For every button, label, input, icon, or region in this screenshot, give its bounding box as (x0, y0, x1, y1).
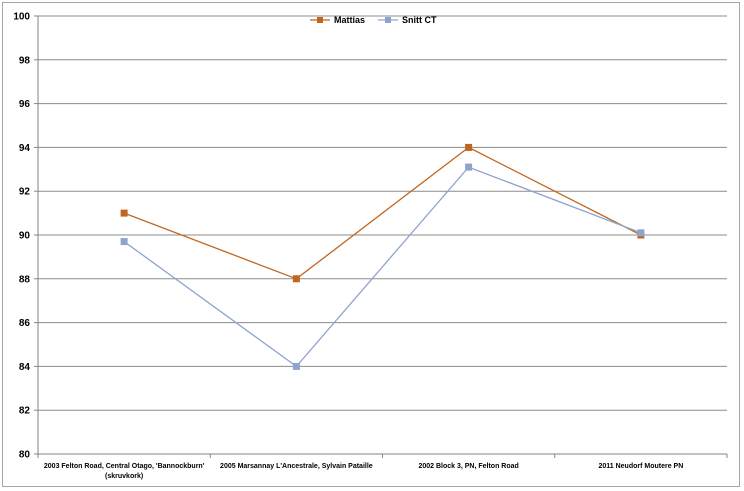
legend-label: Snitt CT (402, 15, 437, 25)
y-tick-label: 84 (19, 362, 31, 373)
y-axis-tick-labels: 80 82 84 86 88 90 92 94 96 98 100 (13, 12, 30, 461)
gridlines (34, 15, 727, 455)
y-tick-label: 100 (13, 12, 30, 23)
y-tick-label: 80 (19, 450, 31, 461)
series-line-0 (123, 146, 642, 280)
legend-swatch-marker (385, 17, 391, 23)
y-tick-label: 90 (19, 231, 31, 242)
data-point-marker (465, 143, 473, 151)
legend-item-1: Snitt CT (378, 15, 437, 25)
x-category-label: 2002 Block 3, PN, Felton Road (418, 463, 518, 470)
y-tick-label: 82 (19, 406, 31, 417)
legend-item-0: Mattias (310, 15, 365, 25)
x-category-label: (skruvkork) (105, 473, 143, 480)
x-category-label: 2011 Neudorf Moutere PN (598, 463, 683, 470)
x-category-label: 2003 Felton Road, Central Otago, 'Bannoc… (44, 463, 205, 470)
y-tick-label: 96 (19, 99, 31, 110)
x-category-label: 2005 Marsannay L'Ancestrale, Sylvain Pat… (220, 463, 373, 470)
data-point-marker (120, 209, 128, 217)
legend-swatch-marker (317, 17, 323, 23)
legend: Mattias Snitt CT (310, 15, 437, 25)
x-axis-category-labels: 2003 Felton Road, Central Otago, 'Bannoc… (37, 454, 728, 480)
data-point-marker (120, 238, 128, 246)
data-point-marker (637, 229, 645, 237)
legend-label: Mattias (334, 15, 365, 25)
y-tick-label: 88 (19, 274, 31, 285)
y-tick-label: 92 (19, 187, 31, 198)
series-lines (120, 143, 645, 370)
data-point-marker (292, 275, 300, 283)
data-point-marker (465, 163, 473, 171)
series-line-1 (123, 166, 642, 368)
y-tick-label: 94 (19, 143, 31, 154)
y-tick-label: 98 (19, 55, 31, 66)
data-point-marker (292, 362, 300, 370)
y-tick-label: 86 (19, 318, 31, 329)
